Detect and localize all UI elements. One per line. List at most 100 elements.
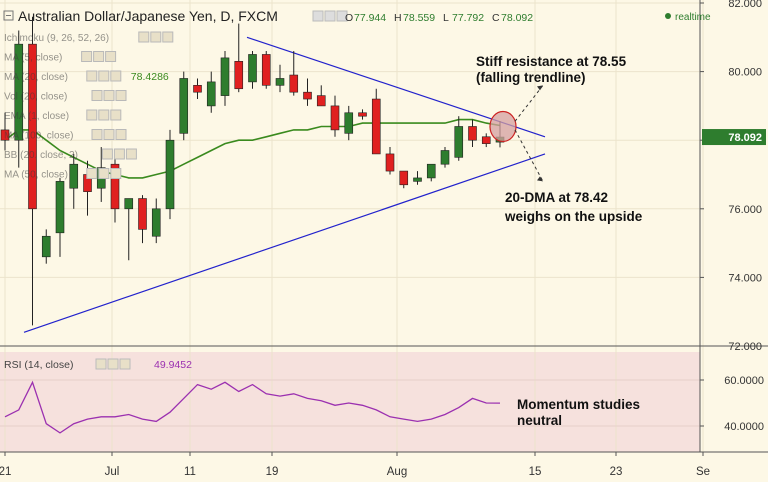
indicator-eye-icon[interactable] — [91, 129, 103, 140]
rising-trendline — [23, 153, 546, 333]
candle-body — [151, 208, 161, 237]
rsi-legend-label: RSI (14, close) — [4, 359, 73, 371]
indicator-eye-icon[interactable] — [86, 168, 98, 179]
indicator-settings-icon[interactable] — [103, 129, 115, 140]
indicator-settings-icon[interactable] — [98, 70, 110, 82]
indicator-settings-icon[interactable] — [113, 148, 125, 160]
candle-body — [468, 126, 477, 141]
candle-body — [55, 181, 65, 234]
time-axis-label: 15 — [529, 466, 542, 478]
annotation-momentum-line2: neutral — [517, 413, 562, 428]
annotation-resistance-line1: Stiff resistance at 78.55 — [476, 54, 627, 69]
time-axis-label: 11 — [184, 466, 196, 478]
indicator-eye-icon[interactable] — [138, 31, 150, 43]
candle-body — [426, 163, 436, 179]
annotation-dma-line1: 20-DMA at 78.42 — [505, 190, 608, 205]
rsi-eye-icon[interactable] — [95, 358, 107, 370]
price-axis-label: 82.000 — [728, 0, 762, 10]
candle-body — [261, 54, 271, 86]
indicator-settings-icon[interactable] — [98, 109, 110, 121]
candle-body — [138, 198, 147, 230]
candle-body — [14, 43, 24, 141]
time-axis-label: 19 — [266, 466, 279, 478]
indicator-close-icon[interactable] — [125, 148, 137, 160]
candle-body — [385, 153, 395, 172]
candle-body — [330, 105, 340, 131]
indicator-label-2: MA (20, close) — [4, 72, 68, 83]
indicator-label-7: MA (50, close) — [4, 170, 68, 181]
indicator-close-icon[interactable] — [110, 70, 122, 82]
indicator-close-icon[interactable] — [115, 90, 127, 101]
indicator-eye-icon[interactable] — [86, 70, 98, 82]
header-eye-icon[interactable] — [312, 10, 324, 22]
indicator-eye-icon[interactable] — [86, 109, 98, 121]
realtime-label: realtime — [675, 12, 711, 23]
ohlc-label-l: L — [443, 12, 449, 24]
indicator-eye-icon[interactable] — [91, 90, 103, 101]
annotation-dma-line2: weighs on the upside — [504, 209, 643, 224]
rsi-settings-icon[interactable] — [107, 358, 119, 370]
price-axis-label: 80.000 — [728, 67, 762, 79]
ohlc-value-l: 77.792 — [452, 12, 484, 24]
candle-body — [248, 54, 257, 83]
candle-body — [206, 81, 216, 107]
time-axis-label: Aug — [387, 466, 407, 478]
indicator-value-2: 78.4286 — [131, 71, 169, 83]
indicator-label-6: BB (20, close, 2) — [4, 150, 78, 161]
time-axis-label: 21 — [0, 466, 11, 478]
candle-body — [124, 198, 134, 210]
candle-body — [220, 57, 230, 96]
candle-body — [316, 95, 326, 107]
indicator-label-4: EMA (1, close) — [4, 111, 69, 122]
projection-up-line — [514, 85, 544, 122]
price-axis-label: 72.000 — [728, 341, 762, 353]
price-axis-label: 74.000 — [728, 272, 762, 284]
candle-body — [413, 177, 422, 182]
ohlc-label-h: H — [394, 12, 402, 24]
time-axis-label: Jul — [105, 466, 120, 478]
indicator-close-icon[interactable] — [110, 168, 122, 179]
ohlc-label-c: C — [492, 12, 500, 24]
indicator-settings-icon[interactable] — [150, 31, 162, 43]
indicator-close-icon[interactable] — [110, 109, 122, 121]
candle-body — [358, 112, 367, 117]
candle-body — [28, 43, 37, 210]
projection-down-line — [514, 129, 544, 182]
indicator-close-icon[interactable] — [162, 31, 174, 43]
candle-body — [303, 91, 312, 100]
time-axis-label: 23 — [610, 466, 623, 478]
indicator-label-3: Vol (20, close) — [4, 92, 67, 103]
header-more-icon[interactable] — [336, 10, 348, 22]
rsi-value: 49.9452 — [154, 359, 192, 371]
candle-body — [371, 98, 381, 155]
indicator-settings-icon[interactable] — [98, 168, 110, 179]
projection-down-arrowhead — [537, 176, 543, 182]
header-settings-icon[interactable] — [324, 10, 336, 22]
price-axis-label: 76.000 — [728, 204, 762, 216]
indicator-settings-icon[interactable] — [93, 51, 105, 62]
indicator-label-1: MA (5, close) — [4, 53, 62, 64]
ohlc-value-o: 77.944 — [354, 12, 386, 24]
candle-body — [440, 150, 450, 165]
candle-body — [344, 112, 354, 134]
candle-body — [0, 129, 10, 141]
realtime-dot-icon — [665, 13, 671, 19]
last-price-label: 78.092 — [728, 132, 762, 144]
indicator-label-0: Ichimoku (9, 26, 52, 26) — [4, 33, 109, 44]
annotation-momentum-line1: Momentum studies — [517, 397, 640, 412]
candle-body — [165, 139, 175, 210]
rsi-line — [4, 380, 501, 434]
indicator-eye-icon[interactable] — [81, 51, 93, 62]
indicator-close-icon[interactable] — [105, 51, 117, 62]
indicator-close-icon[interactable] — [115, 129, 127, 140]
resistance-highlight-circle — [489, 110, 517, 143]
collapse-icon[interactable] — [3, 10, 14, 21]
rsi-close-icon[interactable] — [119, 358, 131, 370]
indicator-settings-icon[interactable] — [103, 90, 115, 101]
ohlc-value-c: 78.092 — [501, 12, 533, 24]
candle-body — [454, 126, 464, 158]
rsi-axis-label: 60.0000 — [724, 375, 764, 387]
projection-up-arrowhead — [537, 85, 543, 91]
indicator-eye-icon[interactable] — [101, 148, 113, 160]
